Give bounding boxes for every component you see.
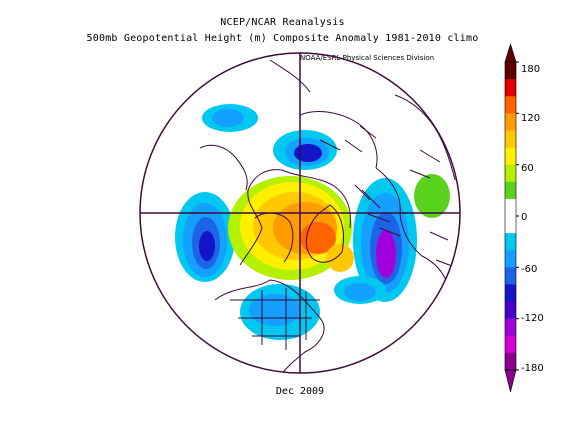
colorbar-segment — [505, 198, 516, 217]
coastlines — [199, 59, 456, 373]
colorbar-segment — [505, 301, 516, 320]
colorbar-segment — [505, 147, 516, 166]
anomaly-blob-atlantic-negative — [334, 178, 417, 304]
anomaly-blob-arctic-positive — [228, 176, 352, 280]
colorbar-tick-label: -60 — [521, 264, 538, 275]
colorbar-cap-top — [504, 42, 517, 63]
anomaly-blob-eurasia-positive — [414, 174, 450, 218]
colorbar-segment — [505, 318, 516, 337]
anomaly-blob-pacific-negative — [175, 192, 235, 282]
colorbar-tick-label: 0 — [521, 212, 528, 223]
colorbar-segment — [505, 352, 516, 371]
colorbar-segment — [505, 335, 516, 354]
colorbar-segment — [505, 79, 516, 97]
colorbar-segment — [505, 181, 516, 200]
credit-label: NOAA/ESRL Physical Sciences Division — [300, 54, 435, 62]
map-subtitle: 500mb Geopotential Height (m) Composite … — [86, 33, 479, 44]
colorbar-segment — [505, 96, 516, 114]
colorbar-segment — [505, 284, 516, 303]
colorbar-tick-label: 180 — [521, 64, 541, 75]
colorbar-segment — [505, 62, 516, 80]
colorbar-tick-label: -180 — [521, 363, 544, 374]
colorbar-tick-label: -120 — [521, 313, 544, 324]
colorbar-segment — [505, 267, 516, 285]
anomaly-blob-greenland-positive-edge — [326, 244, 354, 272]
colorbar-segment — [505, 164, 516, 183]
colorbar-segment — [505, 113, 516, 131]
colorbar-segment — [505, 130, 516, 149]
map-title: NCEP/NCAR Reanalysis — [220, 17, 345, 28]
date-label: Dec 2009 — [275, 386, 325, 397]
colorbar-segment — [505, 250, 516, 268]
colorbar-tick-label: 60 — [521, 163, 534, 174]
anomaly-blob-aleutian-negative — [202, 104, 258, 132]
colorbar-segment — [505, 216, 516, 234]
colorbar-tick-label: 120 — [521, 113, 541, 124]
globe-border — [139, 52, 461, 374]
colorbar-segment — [505, 233, 516, 251]
